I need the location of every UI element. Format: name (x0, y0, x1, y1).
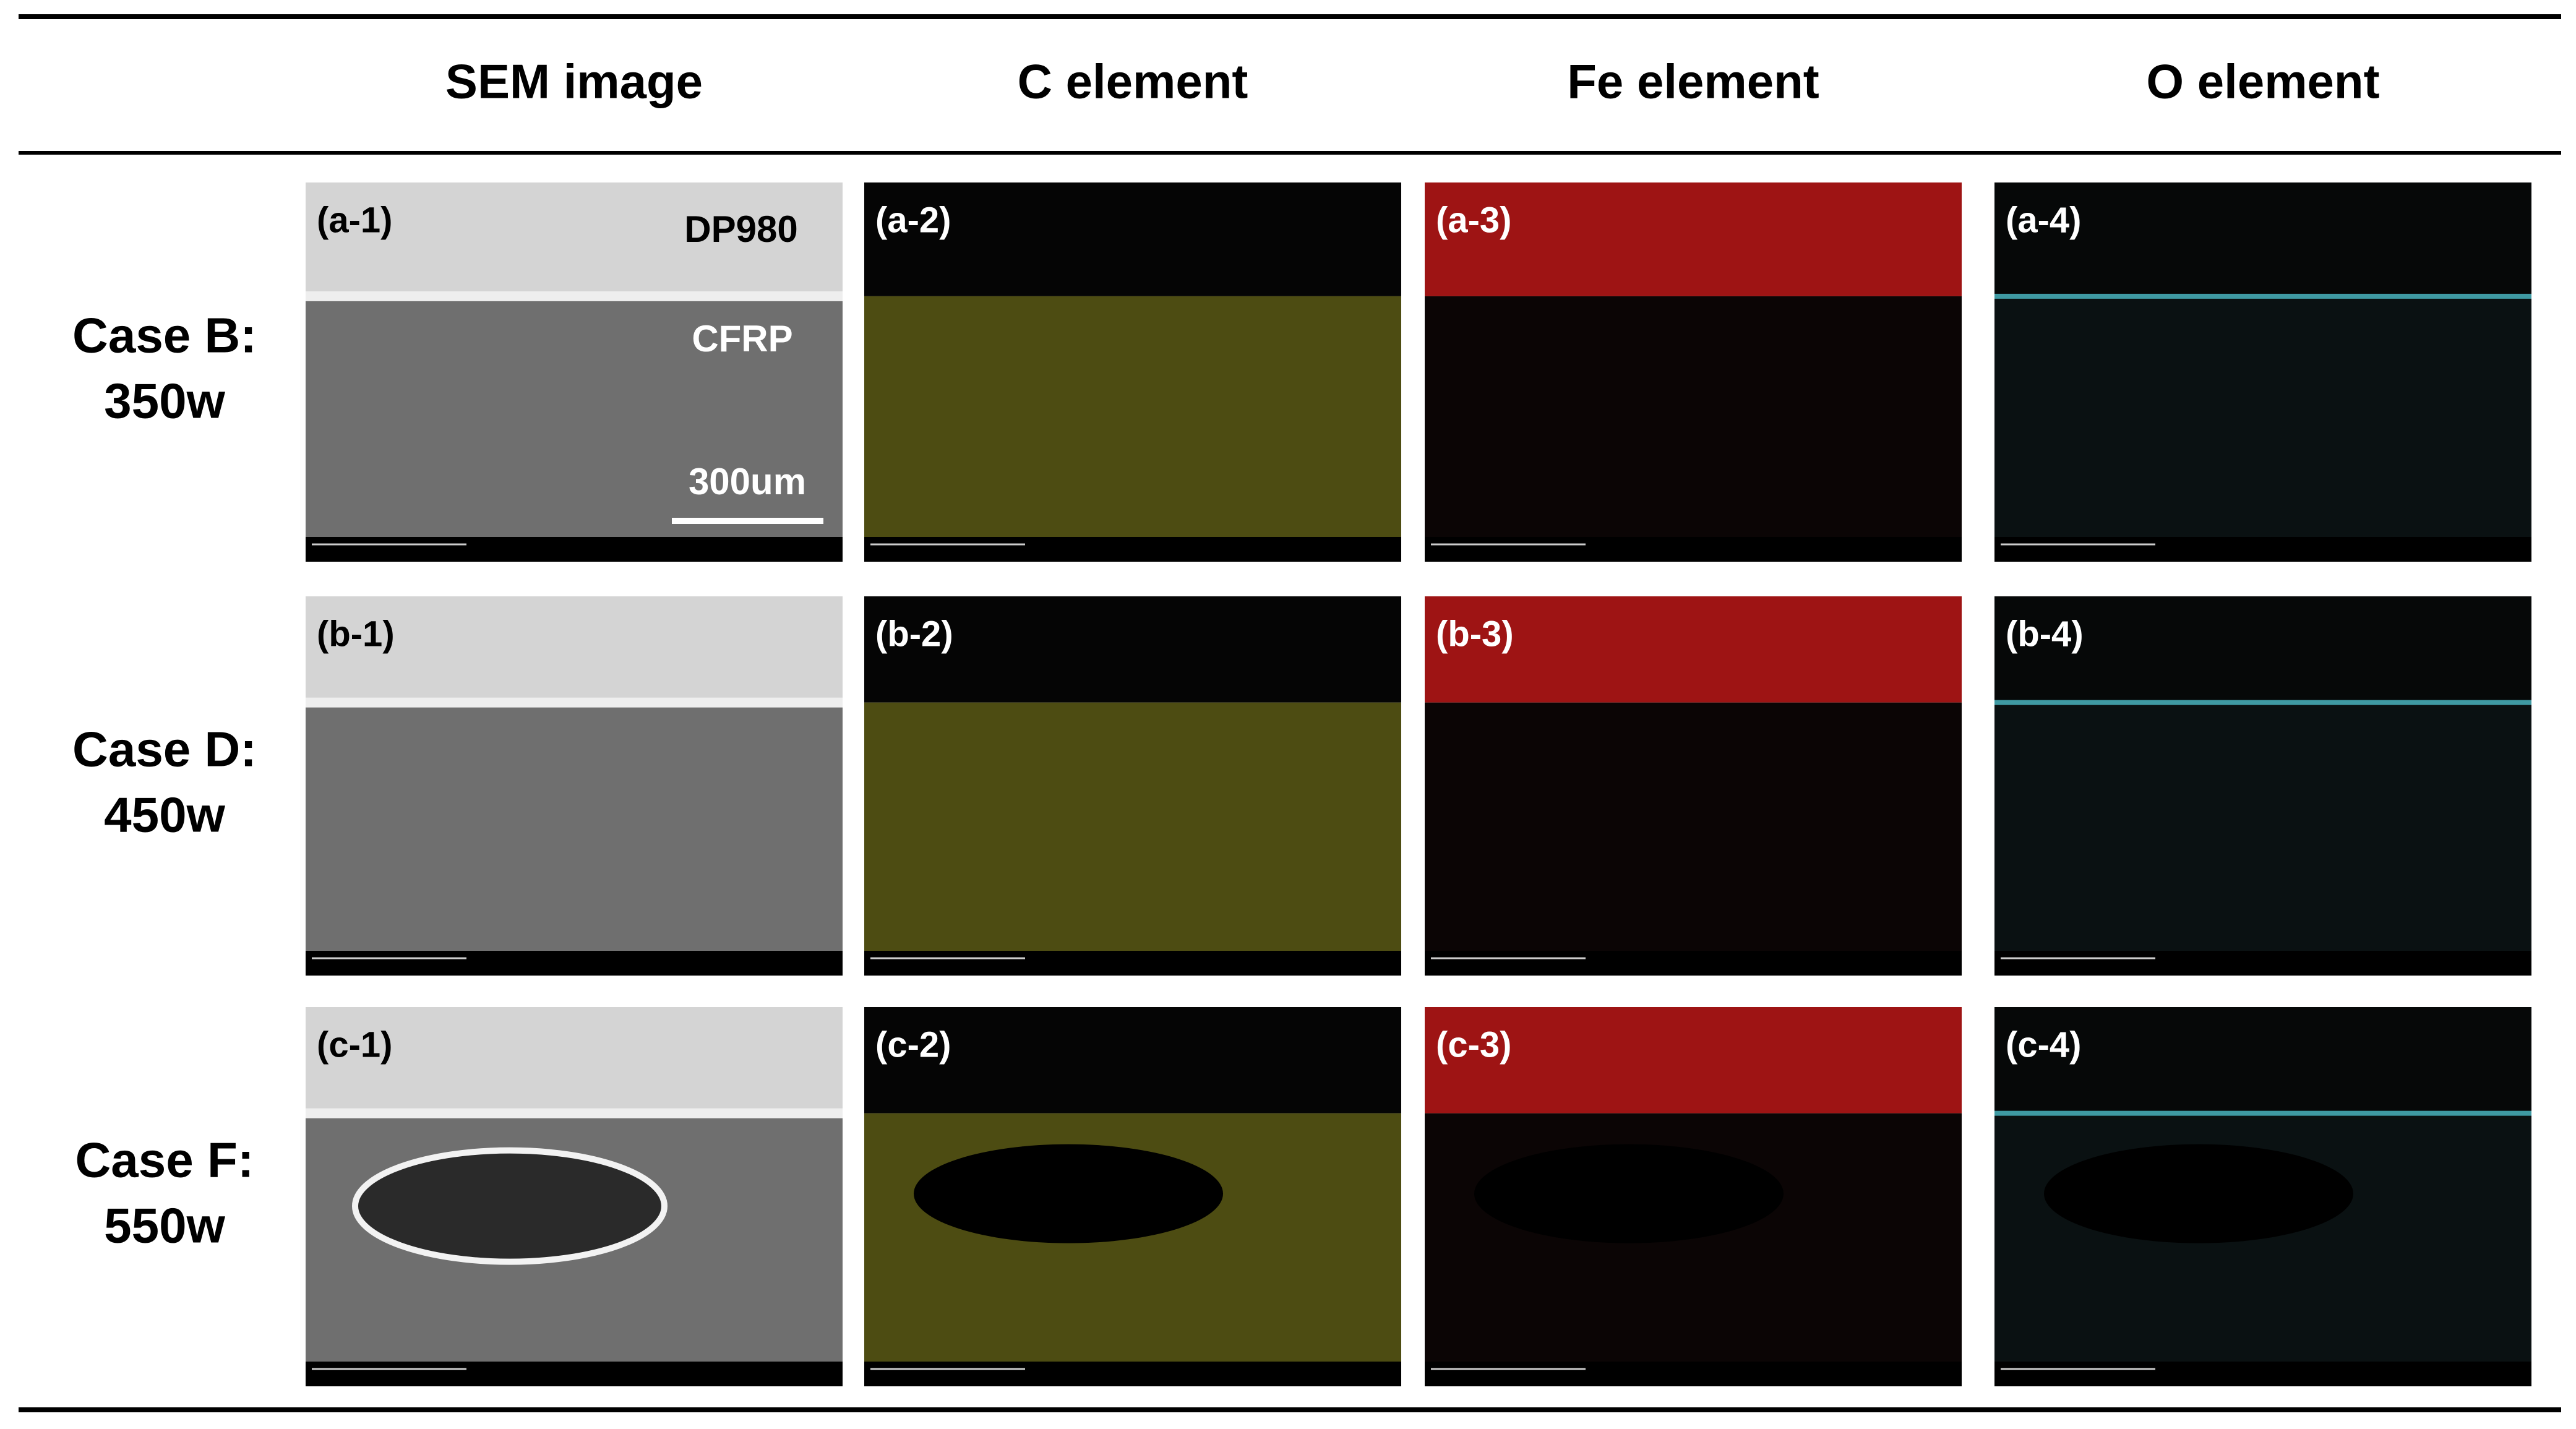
annotation: CFRP (692, 318, 792, 359)
panel-bottom (1994, 702, 2531, 976)
void (2044, 1144, 2353, 1243)
panel-top (306, 182, 843, 296)
info-bar (306, 537, 843, 562)
panel-top (1994, 182, 2531, 296)
panel-bottom (864, 702, 1401, 976)
panel-bottom (1425, 296, 1962, 562)
panel-bottom (306, 296, 843, 562)
micrograph (1994, 182, 2531, 562)
column-header: O element (2146, 54, 2379, 109)
micrograph (1425, 596, 1962, 976)
interface (306, 1108, 843, 1118)
micrograph (1425, 182, 1962, 562)
panel-label: (b-4) (2006, 614, 2084, 654)
panel-bottom (1425, 702, 1962, 976)
info-bar (1425, 537, 1962, 562)
panel-top (1994, 596, 2531, 703)
panel-label: (c-3) (1436, 1024, 1511, 1065)
panel-label: (a-4) (2006, 200, 2081, 240)
micrograph (1425, 1007, 1962, 1386)
row-label: 350w (104, 374, 225, 429)
interface (306, 697, 843, 708)
panel-bottom (864, 296, 1401, 562)
info-bar (1425, 1362, 1962, 1386)
scale-label: 300um (689, 461, 806, 502)
panel-top (864, 1007, 1401, 1114)
annotation: DP980 (684, 208, 797, 250)
panel-top (1425, 596, 1962, 703)
oxide-line (1994, 293, 2531, 299)
info-bar (1994, 951, 2531, 976)
column-header: C element (1018, 54, 1248, 109)
panel-top (1994, 1007, 2531, 1114)
panel-top (306, 596, 843, 703)
void (914, 1144, 1223, 1243)
micrograph (306, 1007, 843, 1386)
panel-label: (c-2) (875, 1024, 951, 1065)
panel-label: (a-2) (875, 200, 951, 240)
panel-top (1425, 1007, 1962, 1114)
info-bar (1994, 1362, 2531, 1386)
row-label: Case B: (72, 308, 257, 363)
panel-label: (c-1) (317, 1024, 392, 1065)
panel-bottom (306, 702, 843, 976)
micrograph (864, 1007, 1401, 1386)
micrograph (306, 596, 843, 976)
panel-label: (b-2) (875, 614, 953, 654)
interface (306, 291, 843, 301)
void (352, 1147, 668, 1265)
micrograph (864, 182, 1401, 562)
info-bar (1425, 951, 1962, 976)
panel-label: (b-3) (1436, 614, 1514, 654)
column-header: Fe element (1567, 54, 1819, 109)
panel-top (1425, 182, 1962, 296)
info-bar (306, 1362, 843, 1386)
panel-top (306, 1007, 843, 1114)
row-label: Case D: (72, 722, 257, 777)
info-bar (1994, 537, 2531, 562)
info-bar (864, 1362, 1401, 1386)
panel-top (864, 596, 1401, 703)
column-header: SEM image (445, 54, 703, 109)
panel-top (864, 182, 1401, 296)
row-label: 450w (104, 787, 225, 843)
panel-label: (a-1) (317, 200, 392, 240)
panel-label: (a-3) (1436, 200, 1511, 240)
oxide-line (1994, 700, 2531, 705)
micrograph (1994, 596, 2531, 976)
micrograph (306, 182, 843, 562)
row-label: Case F: (75, 1133, 254, 1188)
micrograph (864, 596, 1401, 976)
panel-bottom (1994, 296, 2531, 562)
info-bar (864, 537, 1401, 562)
info-bar (306, 951, 843, 976)
oxide-line (1994, 1110, 2531, 1116)
row-label: 550w (104, 1198, 225, 1253)
panel-label: (c-4) (2006, 1024, 2081, 1065)
micrograph (1994, 1007, 2531, 1386)
info-bar (864, 951, 1401, 976)
panel-label: (b-1) (317, 614, 395, 654)
void (1474, 1144, 1784, 1243)
